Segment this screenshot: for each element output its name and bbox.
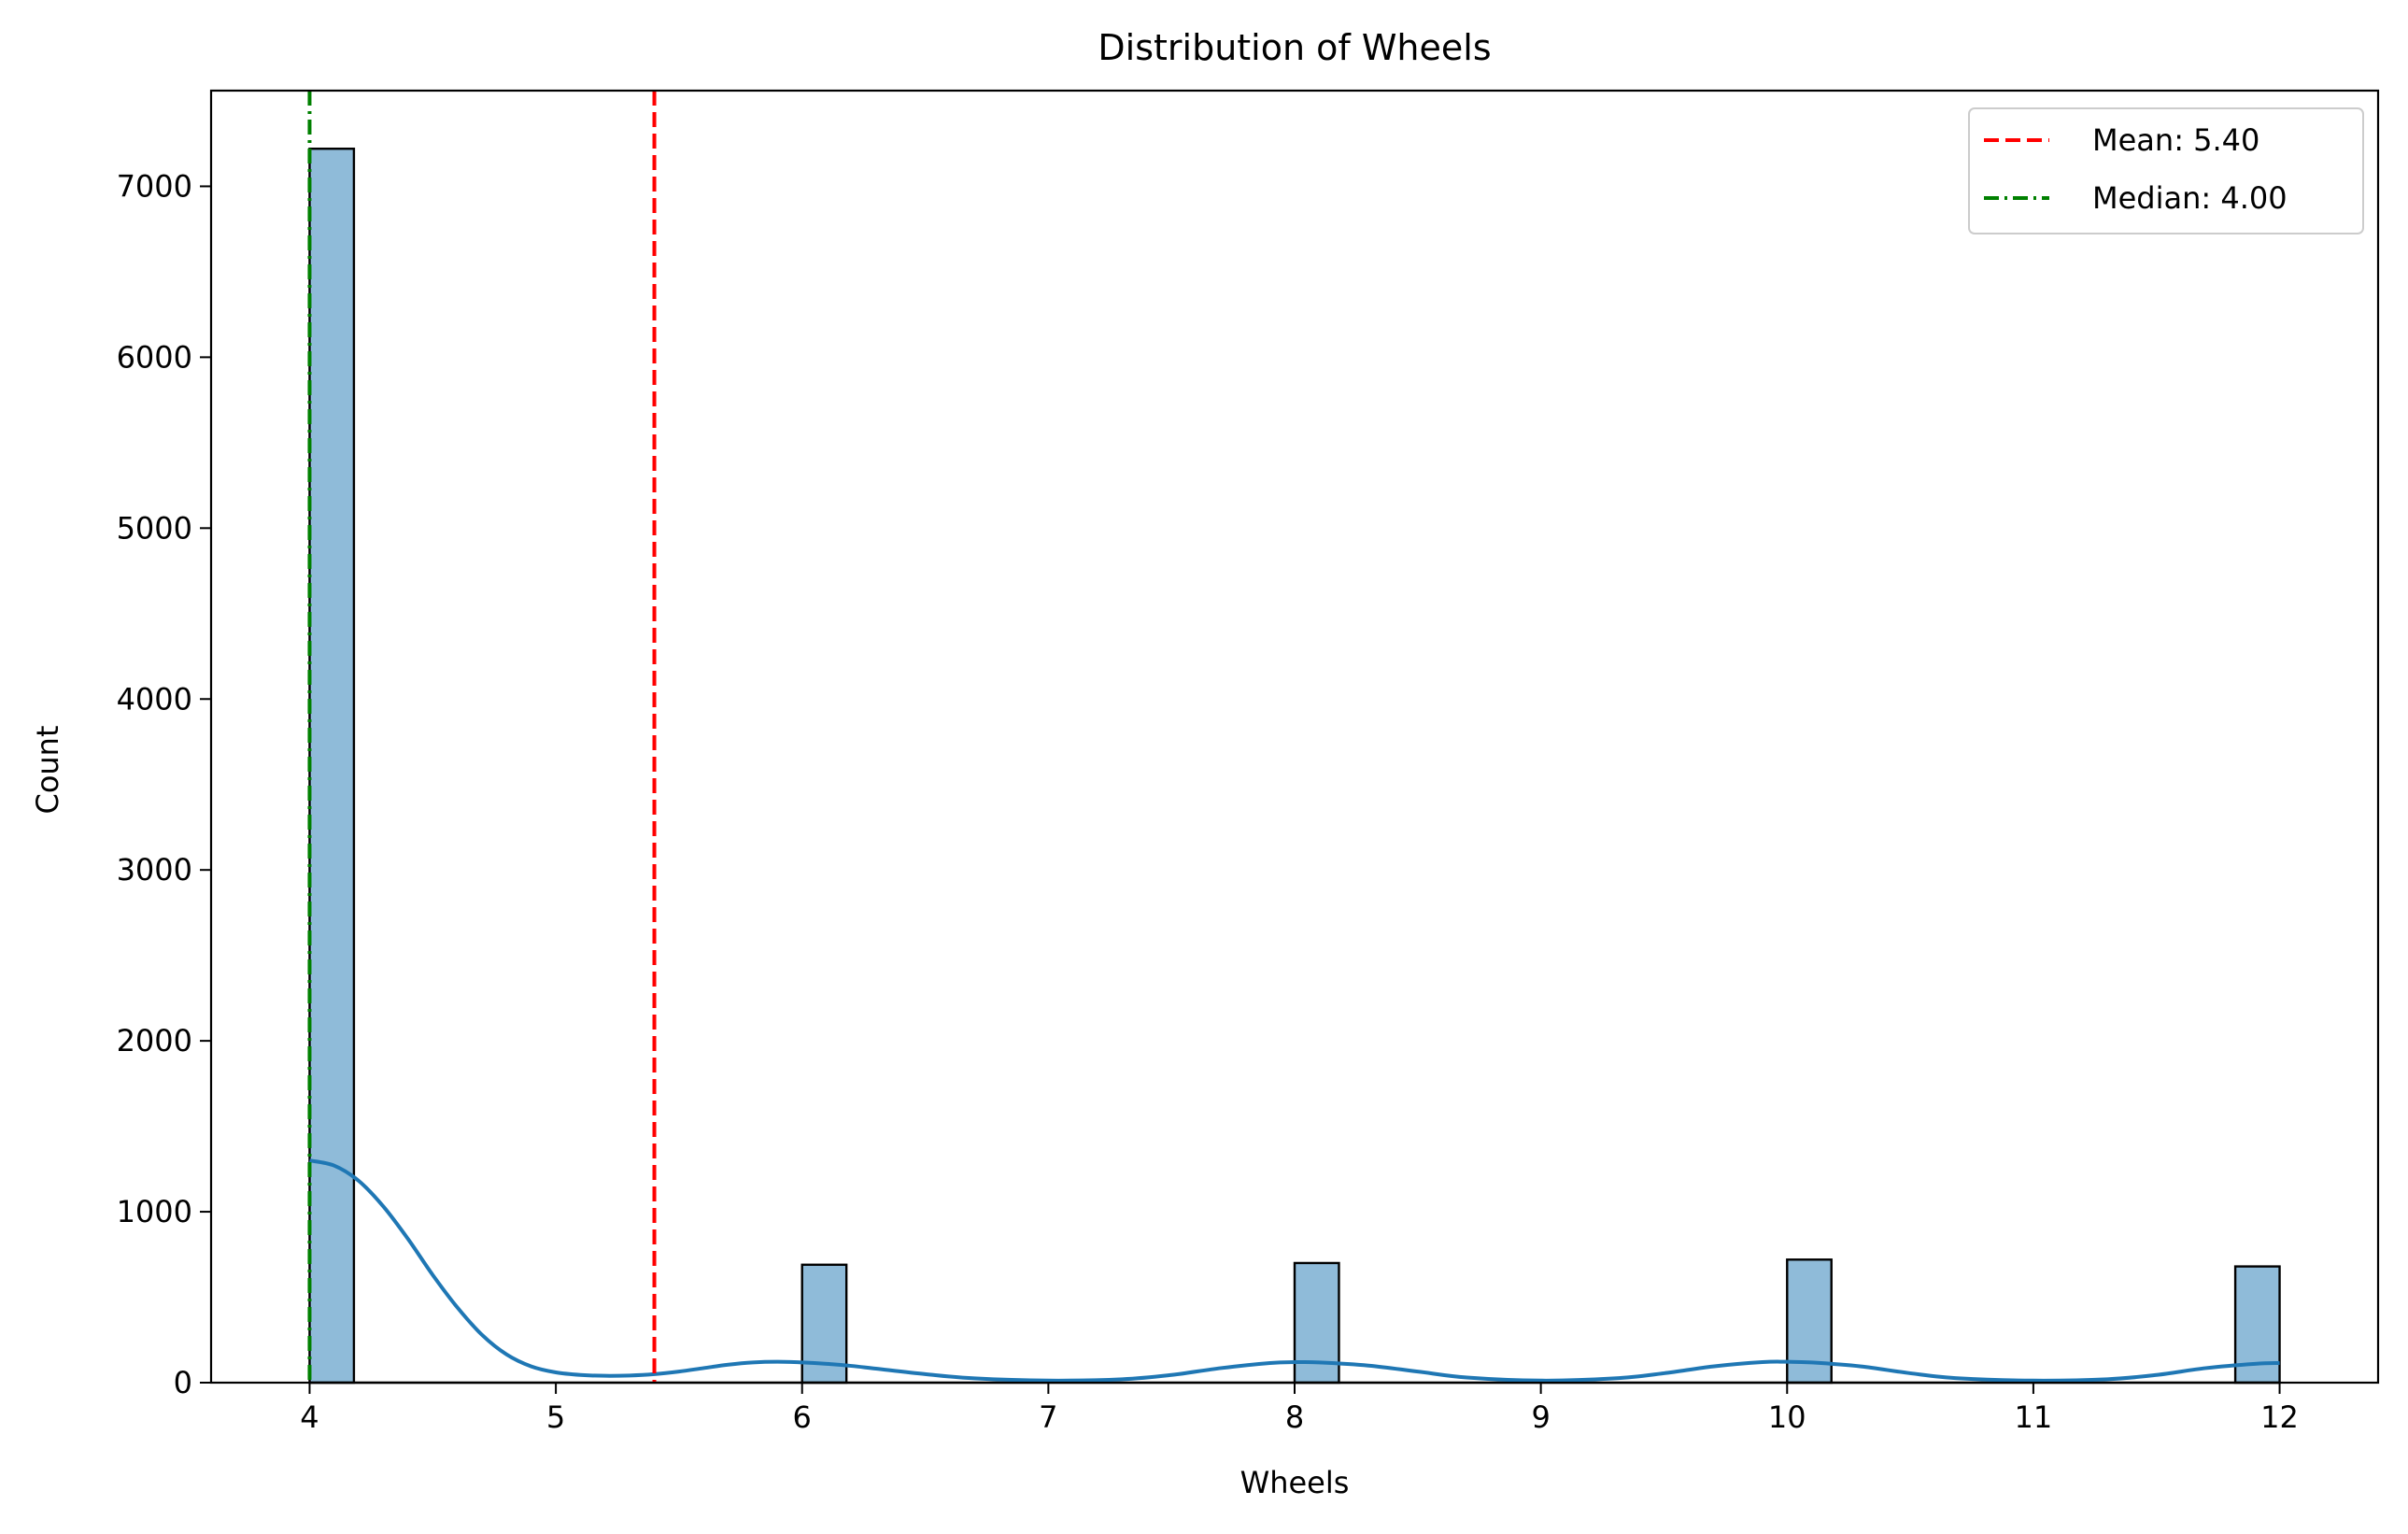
y-tick-label: 2000 <box>117 1023 192 1058</box>
y-tick-label: 5000 <box>117 510 192 546</box>
y-tick-label: 0 <box>174 1365 192 1400</box>
x-tick-label: 11 <box>2015 1399 2053 1435</box>
y-tick-label: 3000 <box>117 852 192 888</box>
y-tick-label: 1000 <box>117 1194 192 1229</box>
plot-frame <box>209 89 2380 1385</box>
x-tick-label: 10 <box>1768 1399 1806 1435</box>
y-tick-label: 6000 <box>117 339 192 375</box>
x-tick-label: 4 <box>300 1399 319 1435</box>
x-tick-label: 7 <box>1039 1399 1057 1435</box>
legend: Mean: 5.40 Median: 4.00 <box>1968 107 2364 234</box>
kde-curve <box>309 1158 2280 1383</box>
x-tick-label: 5 <box>546 1399 565 1435</box>
mean-legend-label: Mean: 5.40 <box>2092 122 2259 158</box>
legend-box <box>1968 107 2364 234</box>
x-tick-label: 8 <box>1285 1399 1304 1435</box>
kde-layer <box>309 1158 2280 1383</box>
y-axis-label: Count <box>30 725 65 814</box>
ticks-layer: 4 5 6 7 8 9 10 11 12 0 1000 2000 3000 4000 5000 6000 700… <box>117 168 2299 1435</box>
median-legend-label: Median: 4.00 <box>2092 180 2288 216</box>
y-tick-label: 7000 <box>117 168 192 204</box>
x-tick-label: 6 <box>793 1399 812 1435</box>
chart-title: Distribution of Wheels <box>1098 27 1491 68</box>
y-tick-label: 4000 <box>117 681 192 717</box>
x-tick-label: 12 <box>2260 1399 2299 1435</box>
x-axis-label: Wheels <box>1240 1465 1350 1500</box>
reference-lines-layer <box>307 91 657 1383</box>
histogram-bar-0 <box>308 147 356 1385</box>
x-tick-label: 9 <box>1531 1399 1550 1435</box>
